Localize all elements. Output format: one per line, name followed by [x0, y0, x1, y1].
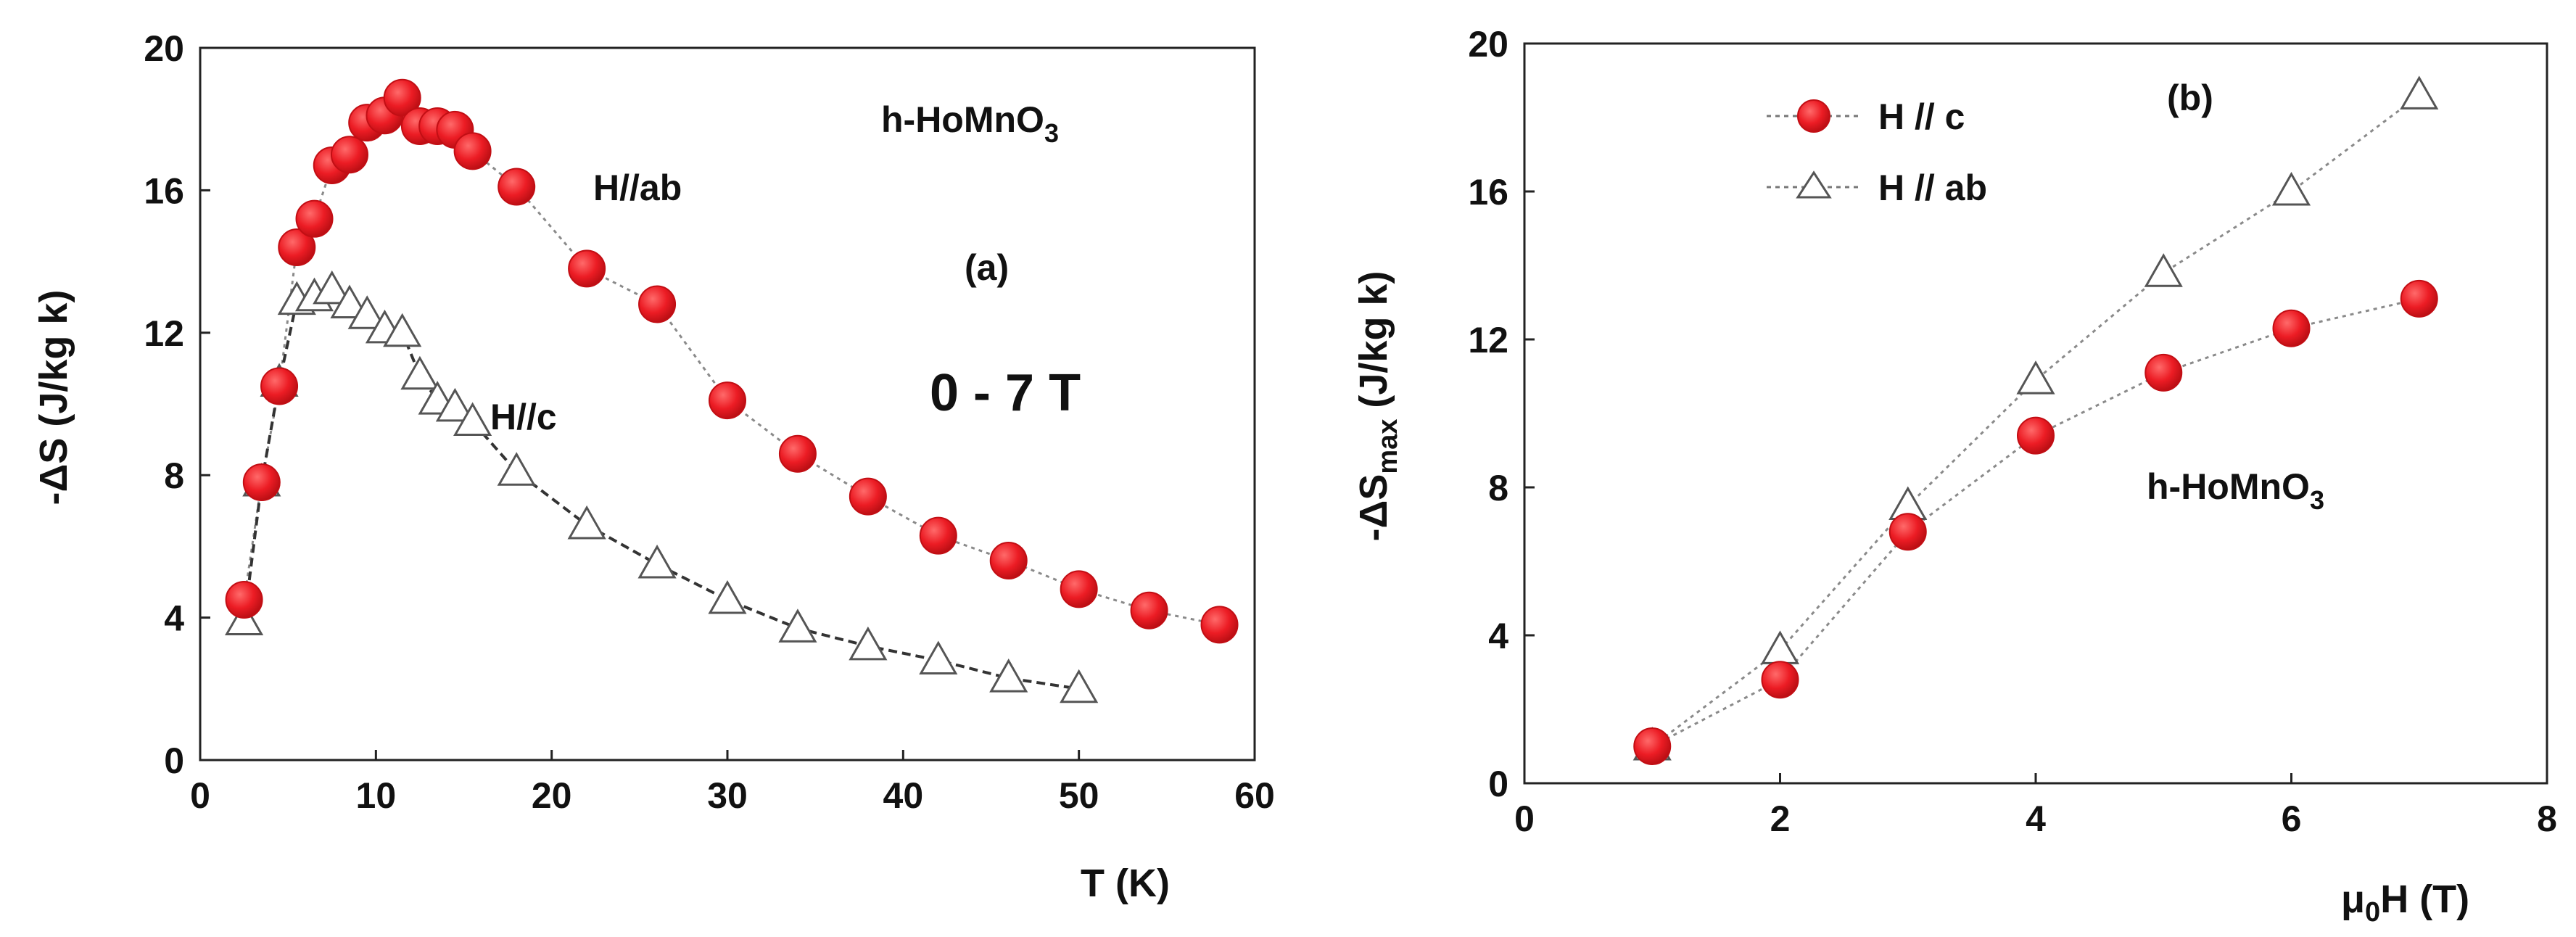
legend-marker-h-c — [1797, 99, 1830, 133]
panel-a-point-circle — [919, 516, 957, 555]
legend-marker-h-ab — [1796, 170, 1832, 199]
panel-a-point-triangle — [849, 626, 888, 661]
panel-b-point-circle — [1761, 661, 1799, 699]
panel-a-point-triangle — [919, 640, 958, 675]
panel-a-point-triangle — [989, 659, 1028, 693]
panel-a-ticks: 0 10 20 30 40 50 60 0 4 8 12 16 20 — [144, 28, 1274, 816]
panel-a-y-tick-label: 20 — [144, 28, 184, 69]
panel-b-y-tick-label: 20 — [1468, 24, 1508, 65]
panel-a-point-circle — [295, 199, 334, 238]
panel-a-y-tick-label: 4 — [164, 598, 184, 639]
panel-b-data-points — [1632, 75, 2439, 765]
panel-a-panel-label: (a) — [965, 247, 1009, 288]
panel-b-panel-label: (b) — [2167, 78, 2213, 118]
panel-a-x-tick-label: 20 — [532, 775, 572, 816]
panel-b-x-axis-label: μ0H (T) — [2341, 878, 2469, 928]
panel-a-compound-label: h-HoMnO3 — [881, 99, 1059, 148]
panel-a-x-tick-label: 0 — [190, 775, 210, 816]
panel-b-point-circle — [1633, 727, 1672, 765]
panel-b-y-tick-label: 16 — [1468, 172, 1508, 212]
panel-a-point-circle — [498, 168, 536, 206]
panel-a-y-tick-label: 8 — [164, 455, 184, 496]
panel-a-x-tick-label: 50 — [1059, 775, 1099, 816]
panel-a-x-axis-label: T (K) — [1081, 862, 1170, 905]
panel-a: 0 10 20 30 40 50 60 0 4 8 12 16 20 T (K) -ΔS (J/kg k… — [32, 28, 1275, 905]
panel-a-point-circle — [849, 477, 887, 516]
panel-a-y-tick-label: 0 — [164, 740, 184, 781]
panel-a-point-triangle — [347, 295, 387, 329]
panel-a-point-triangle — [497, 452, 536, 486]
panel-a-x-tick-label: 60 — [1234, 775, 1275, 816]
panel-a-point-circle — [1200, 606, 1239, 644]
panel-a-point-circle — [568, 249, 606, 288]
panel-b-x-tick-label: 8 — [2537, 798, 2557, 839]
panel-b-y-tick-label: 12 — [1468, 320, 1508, 360]
panel-b-point-circle — [2400, 279, 2438, 318]
panel-a-point-circle — [225, 581, 263, 619]
panel-a-point-triangle — [567, 505, 606, 540]
panel-b-plot-frame — [1523, 42, 2548, 785]
panel-a-x-tick-label: 40 — [883, 775, 924, 816]
panel-b-y-tick-label: 4 — [1488, 616, 1508, 656]
panel-b: 0 2 4 6 8 0 4 8 12 16 20 μ0H (T) -ΔSmax (J/kg k) (… — [1352, 24, 2557, 928]
panel-a-y-tick-label: 16 — [144, 170, 184, 211]
panel-a-point-circle — [330, 136, 368, 174]
panel-a-point-triangle — [637, 544, 677, 579]
panel-b-compound-label: h-HoMnO3 — [2147, 466, 2324, 515]
panel-a-point-triangle — [708, 580, 747, 614]
panel-b-legend: H // c H // ab — [1767, 96, 1987, 208]
panel-b-point-triangle — [2144, 253, 2183, 287]
panel-a-y-tick-label: 12 — [144, 313, 184, 354]
panel-a-point-triangle — [224, 601, 264, 636]
panel-b-x-tick-label: 0 — [1514, 798, 1535, 839]
panel-b-point-circle — [1888, 513, 1927, 551]
panel-a-series-c-annotation: H//c — [490, 397, 557, 437]
panel-a-data-points — [224, 78, 1239, 703]
panel-a-point-triangle — [778, 608, 817, 643]
panel-a-x-tick-label: 30 — [707, 775, 748, 816]
panel-a-y-axis-label: -ΔS (J/kg k) — [32, 290, 75, 505]
panel-a-point-circle — [989, 542, 1028, 580]
panel-a-point-circle — [260, 367, 299, 405]
panel-a-series-line — [242, 288, 1079, 690]
panel-a-point-triangle — [330, 284, 369, 319]
panel-a-field-range-label: 0 - 7 T — [930, 364, 1081, 422]
panel-a-point-circle — [778, 434, 817, 473]
panel-b-x-tick-label: 6 — [2282, 798, 2302, 839]
panel-b-y-tick-label: 0 — [1488, 764, 1508, 804]
panel-b-ticks: 0 2 4 6 8 0 4 8 12 16 20 — [1468, 24, 2557, 839]
panel-a-series-ab-annotation: H//ab — [593, 168, 682, 208]
panel-b-point-triangle — [2271, 171, 2311, 206]
panel-a-point-triangle — [453, 402, 492, 437]
panel-b-point-circle — [2272, 309, 2311, 347]
panel-a-series-line — [243, 96, 1220, 626]
legend-label-h-c: H // c — [1878, 96, 1965, 137]
panel-a-point-circle — [709, 381, 746, 420]
panel-b-point-triangle — [2400, 75, 2439, 110]
legend-label-h-ab: H // ab — [1878, 168, 1987, 208]
panel-b-point-circle — [2144, 353, 2183, 392]
panel-a-point-circle — [242, 463, 281, 502]
panel-a-x-tick-label: 10 — [356, 775, 397, 816]
panel-a-point-triangle — [313, 270, 352, 305]
panel-b-y-axis-label: -ΔSmax (J/kg k) — [1352, 271, 1403, 542]
panel-b-x-tick-label: 4 — [2026, 798, 2046, 839]
panel-a-point-triangle — [1060, 669, 1099, 703]
panel-a-point-circle — [638, 285, 677, 323]
panel-a-point-triangle — [383, 313, 422, 347]
panel-a-point-circle — [1060, 570, 1098, 608]
panel-a-point-circle — [383, 78, 421, 117]
panel-a-point-circle — [1130, 591, 1168, 630]
panel-a-point-triangle — [400, 355, 439, 390]
panel-a-point-circle — [453, 132, 492, 170]
panel-b-point-triangle — [2016, 360, 2055, 395]
panel-a-point-triangle — [435, 387, 474, 422]
panel-b-x-tick-label: 2 — [1770, 798, 1791, 839]
panel-a-point-circle — [278, 228, 316, 266]
panel-b-y-tick-label: 8 — [1488, 468, 1508, 508]
panel-b-point-circle — [2017, 416, 2055, 455]
